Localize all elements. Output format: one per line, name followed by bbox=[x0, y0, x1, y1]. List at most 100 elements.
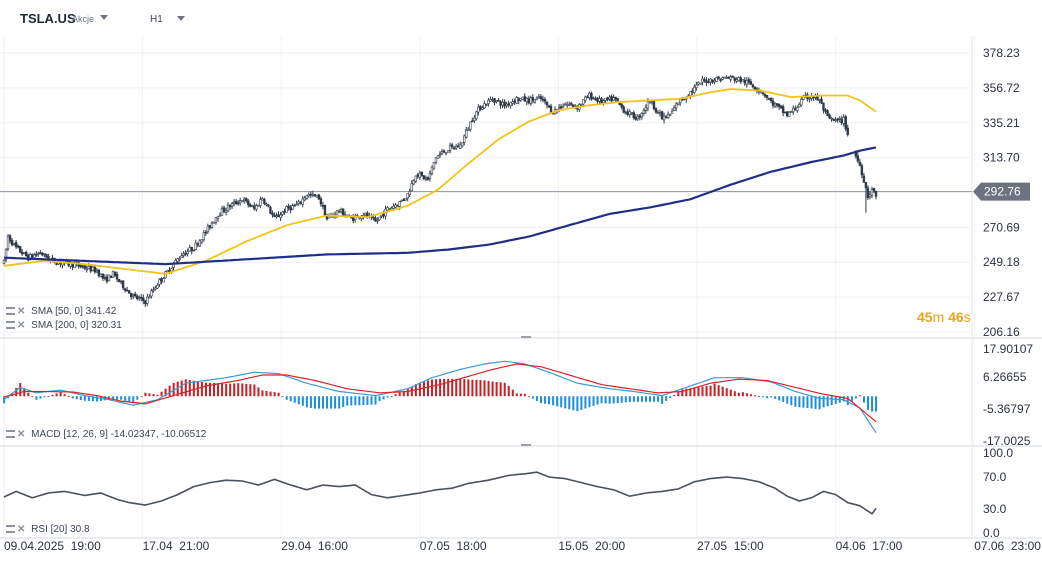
histogram-bar bbox=[713, 383, 716, 397]
histogram-bar bbox=[511, 389, 514, 397]
histogram-bar bbox=[402, 390, 405, 397]
histogram-bar bbox=[544, 396, 547, 404]
close-icon[interactable]: ✕ bbox=[17, 429, 26, 440]
settings-icon[interactable] bbox=[6, 321, 15, 330]
candle-body bbox=[630, 112, 633, 114]
candle-body bbox=[487, 99, 490, 104]
candle-body bbox=[543, 99, 547, 102]
rsi-value: 30.8 bbox=[70, 524, 90, 535]
candle-body bbox=[295, 203, 298, 206]
candle-body bbox=[711, 79, 714, 83]
histogram-bar bbox=[770, 396, 773, 398]
candle-countdown: 45m 46s bbox=[917, 309, 971, 325]
candle-body bbox=[626, 111, 629, 115]
candle-body bbox=[654, 108, 658, 113]
histogram-bar bbox=[693, 387, 696, 397]
histogram-bar bbox=[257, 387, 260, 397]
candle-body bbox=[537, 96, 541, 99]
histogram-bar bbox=[588, 396, 591, 408]
candle-body bbox=[570, 102, 573, 105]
macd-params: [12, 26, 9] bbox=[63, 429, 108, 440]
histogram-bar bbox=[467, 379, 470, 397]
candle-body bbox=[800, 98, 803, 106]
macd-tick-label: 6.26655 bbox=[983, 370, 1027, 384]
histogram-bar bbox=[636, 396, 639, 402]
candle-body bbox=[763, 94, 767, 97]
histogram-bar bbox=[834, 396, 837, 404]
close-icon[interactable]: ✕ bbox=[17, 306, 26, 317]
timeframe-selector[interactable]: H1 bbox=[150, 14, 163, 25]
histogram-bar bbox=[503, 382, 506, 397]
candle-body bbox=[178, 258, 181, 260]
candle-body bbox=[208, 225, 212, 228]
candle-body bbox=[856, 155, 860, 162]
histogram-bar bbox=[305, 396, 308, 408]
candle-body bbox=[503, 101, 506, 107]
macd-line bbox=[3, 360, 877, 434]
candle-body bbox=[341, 208, 345, 216]
candle-body bbox=[624, 112, 627, 114]
candle-body bbox=[703, 79, 706, 81]
candle-body bbox=[749, 81, 753, 85]
candle-body bbox=[12, 243, 16, 245]
candle-body bbox=[41, 252, 44, 256]
histogram-bar bbox=[737, 392, 740, 397]
histogram-bar bbox=[499, 382, 502, 397]
settings-icon[interactable] bbox=[6, 307, 15, 316]
histogram-bar bbox=[867, 396, 870, 410]
candles bbox=[2, 74, 878, 307]
candle-body bbox=[6, 236, 10, 250]
close-icon[interactable]: ✕ bbox=[17, 320, 26, 331]
histogram-bar bbox=[273, 392, 276, 397]
candle-body bbox=[592, 97, 595, 100]
histogram-bar bbox=[39, 396, 42, 399]
close-icon[interactable]: ✕ bbox=[17, 524, 26, 535]
candle-body bbox=[689, 91, 692, 97]
histogram-bar bbox=[612, 396, 615, 404]
candle-body bbox=[25, 251, 28, 257]
candle-body bbox=[129, 293, 133, 298]
settings-icon[interactable] bbox=[6, 430, 15, 439]
histogram-bar bbox=[564, 396, 567, 409]
candle-body bbox=[521, 96, 524, 100]
histogram-bar bbox=[225, 383, 228, 397]
candle-body bbox=[144, 300, 147, 305]
histogram-bar bbox=[75, 396, 78, 400]
chevron-down-icon[interactable] bbox=[177, 16, 185, 21]
candle-body bbox=[602, 100, 605, 104]
chevron-down-icon[interactable] bbox=[100, 15, 108, 20]
candle-body bbox=[180, 255, 183, 258]
candle-body bbox=[834, 119, 837, 122]
histogram-bar bbox=[27, 392, 30, 397]
candle-body bbox=[10, 240, 14, 246]
candle-body bbox=[279, 214, 282, 218]
histogram-bar bbox=[140, 396, 143, 398]
candle-body bbox=[662, 115, 666, 121]
histogram-bar bbox=[366, 396, 369, 405]
candle-body bbox=[584, 96, 587, 101]
candle-body bbox=[458, 144, 462, 149]
histogram-bar bbox=[152, 394, 155, 397]
candle-body bbox=[773, 103, 777, 107]
histogram-bar bbox=[774, 396, 777, 399]
candle-body bbox=[586, 96, 589, 99]
settings-icon[interactable] bbox=[6, 525, 15, 534]
histogram-bar bbox=[745, 393, 748, 397]
candle-body bbox=[731, 75, 734, 78]
histogram-bar bbox=[87, 396, 90, 402]
candle-body bbox=[200, 239, 204, 243]
symbol-selector[interactable]: TSLA.US bbox=[20, 11, 76, 26]
histogram-bar bbox=[798, 396, 801, 408]
histogram-bar bbox=[204, 382, 207, 397]
candle-body bbox=[874, 190, 878, 197]
candle-body bbox=[636, 116, 640, 120]
candle-body bbox=[335, 210, 339, 216]
candle-body bbox=[765, 95, 769, 98]
histogram-bar bbox=[410, 386, 413, 397]
histogram-bar bbox=[233, 383, 236, 397]
candle-body bbox=[99, 273, 103, 277]
candle-body bbox=[590, 92, 593, 100]
candle-body bbox=[588, 92, 591, 99]
candle-body bbox=[557, 107, 561, 110]
